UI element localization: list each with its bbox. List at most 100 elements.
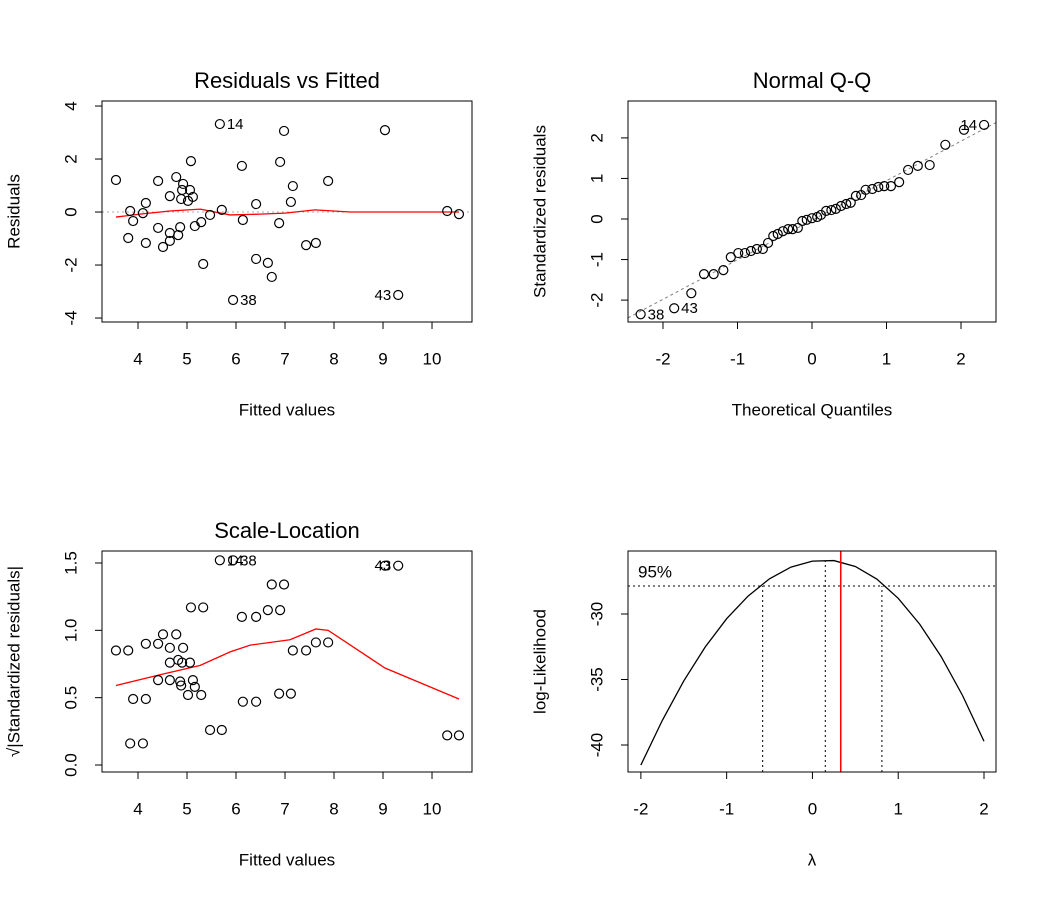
y-tick-label: 0: [61, 207, 80, 216]
point: [125, 205, 136, 217]
point: [978, 119, 990, 131]
point: [830, 203, 841, 214]
point: [182, 689, 194, 701]
point: [845, 197, 856, 208]
point: [128, 693, 139, 705]
point: [125, 738, 136, 749]
point: [153, 175, 164, 187]
point: [227, 555, 239, 566]
point: [850, 190, 862, 201]
point: [153, 222, 164, 234]
x-tick-label: -2: [633, 799, 648, 818]
plot-frame: [101, 550, 473, 773]
y-tick-label: -4: [61, 310, 80, 325]
plot-frame: [627, 550, 997, 773]
point: [175, 676, 186, 687]
x-tick-label: 10: [423, 799, 442, 818]
point: [777, 226, 789, 237]
y-tick-label: -2: [61, 257, 80, 272]
point: [164, 235, 175, 247]
likelihood-curve: [640, 559, 985, 766]
x-tick-label: -1: [730, 349, 745, 368]
point: [797, 215, 808, 227]
point: [164, 675, 175, 686]
point: [175, 222, 186, 233]
point: [140, 638, 151, 649]
point: [287, 180, 298, 192]
point: [216, 724, 227, 736]
point-label: 38: [240, 552, 257, 569]
x-tick-label: 5: [182, 349, 191, 368]
plot-area: [628, 551, 996, 772]
point: [171, 629, 182, 640]
point: [285, 196, 296, 208]
x-tick-label: 8: [329, 799, 338, 818]
point: [184, 657, 196, 668]
point: [140, 693, 151, 705]
x-tick-label: 1: [893, 799, 902, 818]
point-label: 43: [681, 300, 698, 317]
x-tick-label: 4: [133, 349, 142, 368]
point: [751, 243, 762, 255]
point: [198, 258, 209, 270]
point-label: 38: [240, 292, 257, 309]
point: [196, 216, 207, 228]
x-axis-label: Theoretical Quantiles: [732, 400, 893, 419]
point: [885, 181, 897, 192]
point: [835, 200, 847, 212]
y-axis-label: Standardized residuals: [530, 125, 549, 298]
x-tick-label: 1: [882, 349, 891, 368]
point-label: 43: [375, 287, 392, 304]
panel: Residuals vs Fitted Fitted values Residual…: [4, 68, 473, 419]
point: [894, 177, 905, 188]
point: [216, 204, 227, 216]
point: [266, 271, 277, 283]
point: [393, 560, 404, 571]
x-axis-label: Fitted values: [239, 850, 335, 869]
y-tick-label: 1.5: [61, 551, 80, 575]
point: [739, 247, 751, 259]
point: [185, 156, 197, 167]
point: [251, 696, 262, 707]
point: [176, 193, 187, 205]
point: [189, 681, 200, 692]
point: [453, 730, 465, 741]
point: [204, 724, 216, 736]
x-tick-label: 8: [329, 349, 338, 368]
plot-area: [115, 628, 460, 700]
point: [879, 181, 890, 192]
point: [841, 198, 852, 210]
point: [140, 197, 151, 209]
ci-label: 95%: [638, 562, 672, 581]
point: [204, 209, 216, 221]
point: [196, 689, 207, 701]
point: [140, 237, 151, 249]
point: [442, 730, 453, 741]
y-axis-label: Residuals: [4, 174, 23, 249]
point: [757, 243, 768, 255]
point: [275, 156, 286, 168]
point: [278, 579, 290, 590]
point: [153, 638, 164, 649]
point: [251, 611, 262, 622]
point: [783, 224, 794, 235]
point: [214, 118, 225, 130]
point: [310, 237, 321, 249]
point: [635, 309, 646, 320]
point: [453, 209, 465, 220]
x-tick-label: 7: [280, 799, 289, 818]
x-tick-label: 5: [182, 799, 191, 818]
point: [902, 164, 914, 176]
point: [669, 303, 680, 314]
x-tick-label: 6: [231, 799, 240, 818]
point: [762, 237, 774, 249]
y-tick-label: 1.0: [61, 619, 80, 643]
point: [686, 288, 697, 299]
point: [157, 241, 169, 253]
point: [173, 229, 184, 241]
y-tick-label: 0.0: [61, 753, 80, 777]
point: [123, 232, 134, 244]
point: [274, 218, 285, 229]
x-tick-label: 2: [979, 799, 988, 818]
